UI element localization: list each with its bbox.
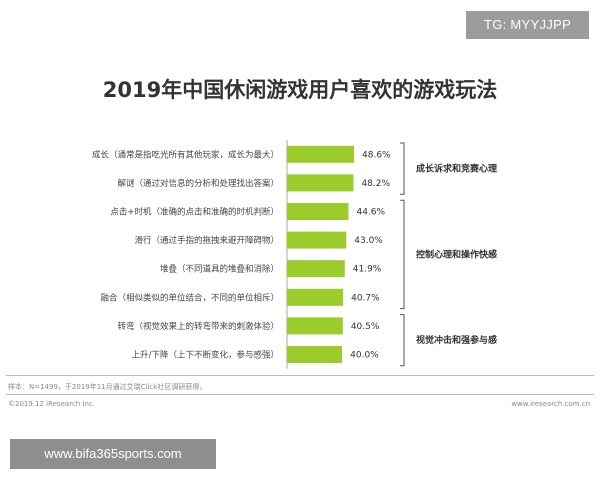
group-label: 成长诉求和竞赛心理 — [416, 163, 497, 175]
site-url: www.iresearch.com.cn — [511, 400, 590, 408]
bar — [287, 145, 354, 163]
category-label: 滑行（通过手指的拖拽来避开障碍物） — [134, 235, 279, 246]
category-label: 堆叠（不同道具的堆叠和消除） — [160, 264, 279, 275]
group-bracket — [400, 314, 405, 367]
value-label: 44.6% — [356, 208, 385, 218]
value-label: 40.5% — [351, 322, 380, 332]
group-bracket — [400, 142, 405, 195]
value-label: 48.6% — [362, 150, 391, 160]
bar — [287, 231, 347, 249]
footer-divider — [6, 375, 594, 376]
category-label: 上升/下降（上下不断变化，参与感强） — [132, 350, 279, 361]
bar — [287, 346, 343, 363]
value-label: 40.0% — [350, 351, 379, 361]
group-label: 视觉冲击和强参与感 — [416, 334, 497, 346]
category-label: 融合（相似类似的单位结合，不同的单位相斥） — [100, 292, 279, 303]
category-label: 转弯（视觉效果上的转弯带来的刺激体验） — [117, 321, 279, 332]
footer-divider-2 — [6, 394, 594, 395]
category-label: 解谜（通过对信息的分析和处理找出答案） — [117, 178, 279, 189]
category-label: 点击+时机（准确的点击和准确的时机判断） — [110, 207, 279, 218]
copyright: ©2019.12 iResearch Inc. — [8, 400, 96, 408]
bar — [287, 203, 349, 220]
bar — [287, 317, 343, 335]
group-bracket — [400, 199, 405, 310]
bar — [287, 288, 344, 306]
value-label: 48.2% — [361, 179, 390, 189]
watermark-badge: TG: MYYJJPP — [466, 11, 589, 39]
watermark-url: www.bifa365sports.com — [10, 439, 216, 469]
bar — [287, 174, 354, 192]
category-label: 成长（通常是指吃光所有其他玩家，成长为最大） — [92, 149, 279, 160]
bar — [287, 260, 345, 278]
chart-title: 2019年中国休闲游戏用户喜欢的游戏玩法 — [102, 78, 498, 102]
value-label: 40.7% — [351, 293, 380, 303]
sample-note: 样本：N=1499，于2019年11月通过艾瑞Click社区调研获得。 — [8, 383, 207, 391]
value-label: 41.9% — [353, 265, 382, 275]
value-label: 43.0% — [354, 236, 383, 246]
group-label: 控制心理和操作快感 — [416, 248, 497, 260]
